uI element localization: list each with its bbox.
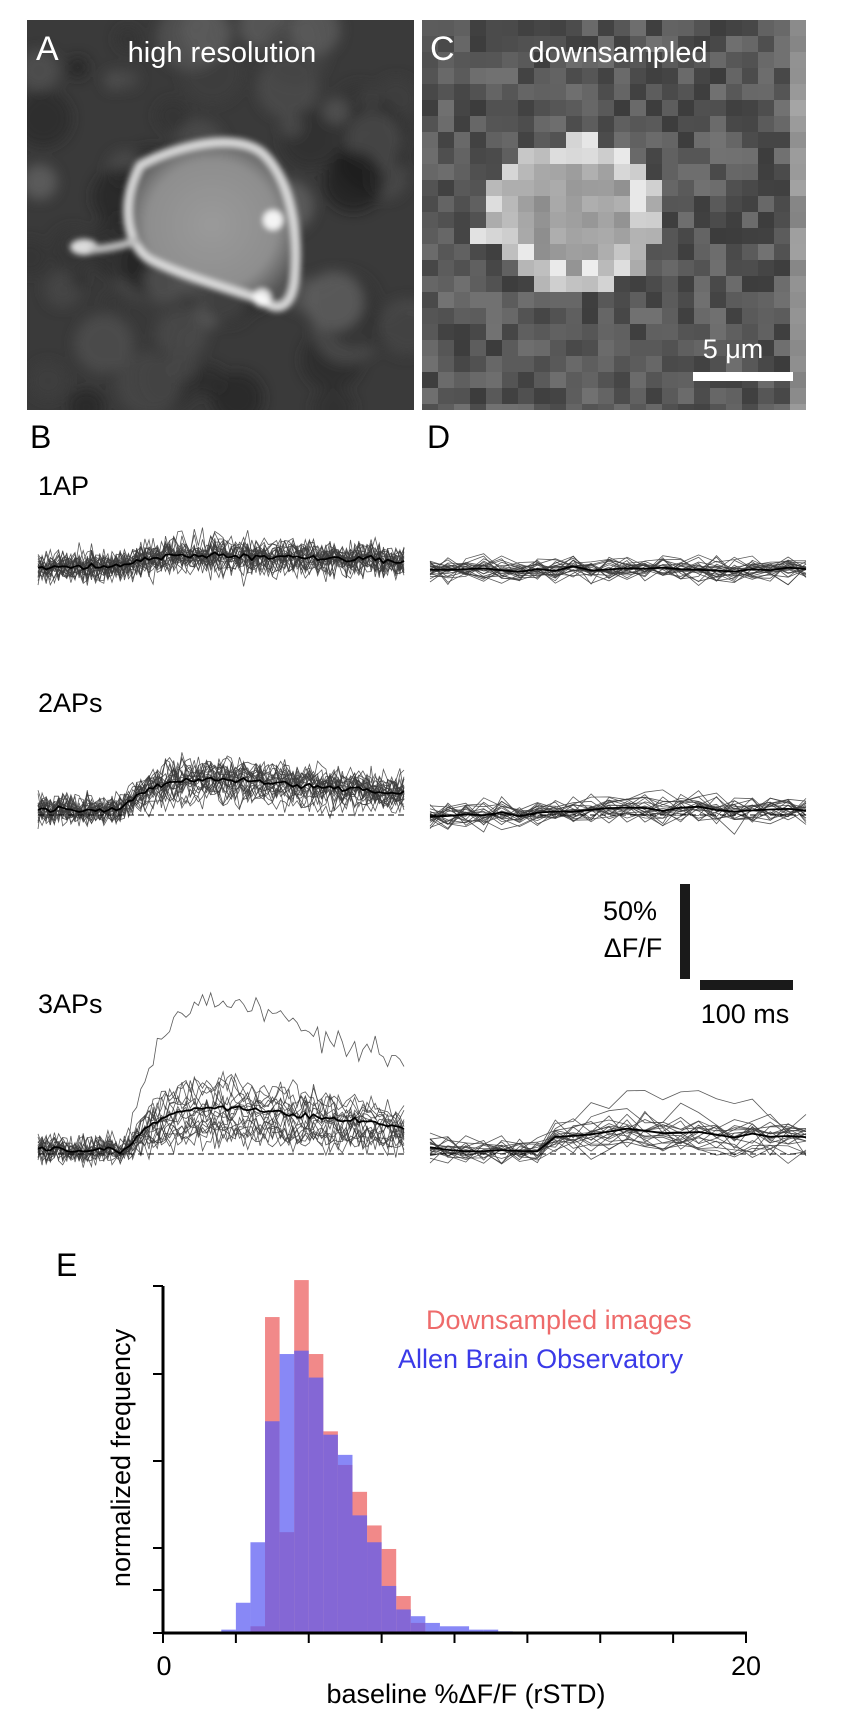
mean-trace-line: [37, 1105, 405, 1155]
panel-a-title: high resolution: [128, 37, 317, 69]
histogram-y-ticks: [153, 1285, 163, 1634]
scalebar-vertical: [680, 884, 690, 979]
trace-line: [37, 1116, 405, 1169]
mean-trace-line: [429, 805, 807, 818]
panel-d-letter: D: [427, 419, 450, 455]
trace-line: [37, 1073, 405, 1166]
scalebar-horizontal-label: 100 ms: [701, 999, 790, 1029]
trace-line: [37, 544, 405, 586]
trace-line: [429, 1137, 807, 1161]
trace-line: [37, 1094, 405, 1166]
histogram-bar: [439, 1626, 455, 1633]
x-tick-label-0: 0: [156, 1651, 171, 1681]
trace-line: [37, 1102, 405, 1162]
trace-line: [429, 796, 807, 830]
trace-line: [429, 1123, 807, 1162]
trace-line: [37, 1090, 405, 1163]
trace-line: [37, 761, 405, 823]
scalebar-horizontal: [700, 980, 793, 990]
trace-line: [429, 560, 807, 586]
panel-b-letter: B: [30, 419, 51, 455]
panel-c-letter: C: [430, 30, 455, 68]
histogram-bar: [294, 1350, 309, 1633]
mean-trace-line: [429, 1127, 807, 1153]
histogram-bar: [425, 1622, 440, 1633]
histogram-bar: [265, 1421, 280, 1633]
histogram-allen-bars: [221, 1350, 528, 1633]
histogram-bar: [250, 1542, 266, 1633]
histogram-bar: [483, 1629, 499, 1633]
trace-line: [37, 544, 405, 584]
trace-line: [429, 555, 807, 579]
histogram-bar: [410, 1616, 426, 1633]
traces-d-1ap: [429, 553, 807, 587]
trace-line: [429, 799, 807, 828]
row-label-1ap: 1AP: [38, 471, 89, 501]
x-tick-label-20: 20: [731, 1651, 761, 1681]
trace-line: [37, 535, 405, 583]
y-axis-label: normalized frequency: [106, 1328, 136, 1587]
trace-line: [37, 778, 405, 830]
traces-d-2aps: [429, 789, 807, 835]
legend-downsampled: Downsampled images: [426, 1305, 692, 1335]
scalebar-vertical-label-bottom: ΔF/F: [604, 933, 663, 963]
scalebar-vertical-label-top: 50%: [603, 896, 657, 926]
histogram-bar: [337, 1454, 353, 1633]
histogram-bar: [469, 1629, 484, 1633]
trace-line: [37, 1110, 405, 1164]
trace-line: [429, 1130, 807, 1165]
histogram-bar: [367, 1542, 382, 1633]
trace-line: [37, 1116, 405, 1161]
panel-e-letter: E: [56, 1247, 77, 1283]
legend-allen: Allen Brain Observatory: [398, 1344, 684, 1374]
trace-line: [37, 1118, 405, 1162]
trace-line: [37, 762, 405, 825]
histogram-bar: [308, 1377, 324, 1633]
trace-line: [37, 763, 405, 825]
histogram-bar: [381, 1585, 397, 1633]
mean-trace-line: [429, 565, 807, 573]
trace-line: [429, 1090, 807, 1159]
histogram-bar: [352, 1515, 368, 1633]
histogram-bar: [279, 1354, 295, 1633]
panel-c-scalebar: [693, 372, 793, 381]
trace-line: [429, 1129, 807, 1158]
trace-line: [429, 1113, 807, 1164]
panel-c-title: downsampled: [529, 37, 708, 69]
traces-b-2aps: [37, 752, 405, 830]
traces-b-1ap: [37, 527, 405, 587]
trace-line: [37, 1115, 405, 1162]
histogram-bar: [396, 1609, 411, 1633]
histogram-bar: [323, 1434, 338, 1633]
x-axis-label: baseline %ΔF/F (rSTD): [326, 1679, 605, 1709]
histogram-bar: [454, 1626, 470, 1633]
traces-b-3aps: [37, 991, 405, 1169]
traces-d-3aps: [429, 1090, 807, 1165]
trace-line: [429, 564, 807, 584]
panel-a-image: [27, 20, 414, 410]
mean-trace-line: [37, 776, 405, 813]
panel-c-scalebar-label: 5 μm: [703, 334, 764, 364]
row-label-2aps: 2APs: [38, 688, 103, 718]
trace-line: [429, 803, 807, 829]
panel-c-image: [422, 20, 806, 410]
trace-line: [37, 538, 405, 580]
row-label-3aps: 3APs: [38, 989, 103, 1019]
mean-trace-line: [37, 551, 405, 571]
trace-line: [429, 1119, 807, 1155]
panel-a-letter: A: [36, 30, 59, 68]
trace-line: [429, 796, 807, 831]
trace-line: [37, 760, 405, 826]
histogram-x-ticks: [162, 1633, 747, 1643]
histogram-bar: [221, 1629, 236, 1633]
trace-line: [429, 800, 807, 827]
trace-line: [37, 534, 405, 581]
trace-line: [429, 558, 807, 578]
histogram-bar: [235, 1602, 251, 1633]
